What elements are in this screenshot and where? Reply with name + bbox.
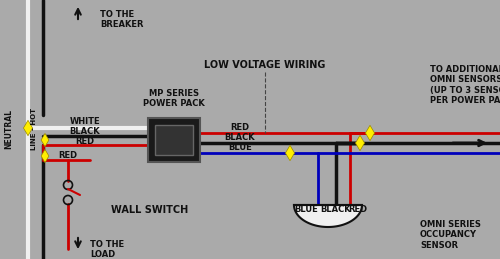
Polygon shape — [366, 125, 374, 141]
Text: WHITE: WHITE — [70, 118, 100, 126]
Text: LINE - HOT: LINE - HOT — [31, 108, 37, 150]
Text: RED: RED — [348, 205, 368, 214]
Polygon shape — [24, 120, 32, 136]
Text: BLUE: BLUE — [294, 205, 318, 214]
Text: BLACK: BLACK — [320, 205, 352, 214]
Polygon shape — [41, 133, 49, 147]
Text: BLACK: BLACK — [224, 133, 256, 142]
Text: BLUE: BLUE — [228, 143, 252, 153]
Text: MP SERIES
POWER PACK: MP SERIES POWER PACK — [143, 89, 205, 108]
Bar — [148, 118, 200, 162]
Text: BLACK: BLACK — [70, 127, 100, 136]
Text: TO ADDITIONAL
OMNI SENSORS
(UP TO 3 SENSORS
PER POWER PACK): TO ADDITIONAL OMNI SENSORS (UP TO 3 SENS… — [430, 65, 500, 105]
Text: TO THE
BREAKER: TO THE BREAKER — [100, 10, 144, 30]
Text: RED: RED — [230, 124, 250, 133]
Bar — [155, 125, 193, 155]
Polygon shape — [286, 145, 294, 161]
Polygon shape — [294, 205, 362, 227]
Text: NEUTRAL: NEUTRAL — [4, 109, 14, 149]
Text: RED: RED — [76, 138, 94, 147]
Polygon shape — [41, 149, 49, 163]
Text: OMNI SERIES
OCCUPANCY
SENSOR: OMNI SERIES OCCUPANCY SENSOR — [420, 220, 481, 250]
Text: WALL SWITCH: WALL SWITCH — [112, 205, 188, 215]
Text: TO THE
LOAD: TO THE LOAD — [90, 240, 124, 259]
Polygon shape — [356, 135, 364, 151]
Text: LOW VOLTAGE WIRING: LOW VOLTAGE WIRING — [204, 60, 326, 70]
Text: RED: RED — [58, 152, 78, 161]
